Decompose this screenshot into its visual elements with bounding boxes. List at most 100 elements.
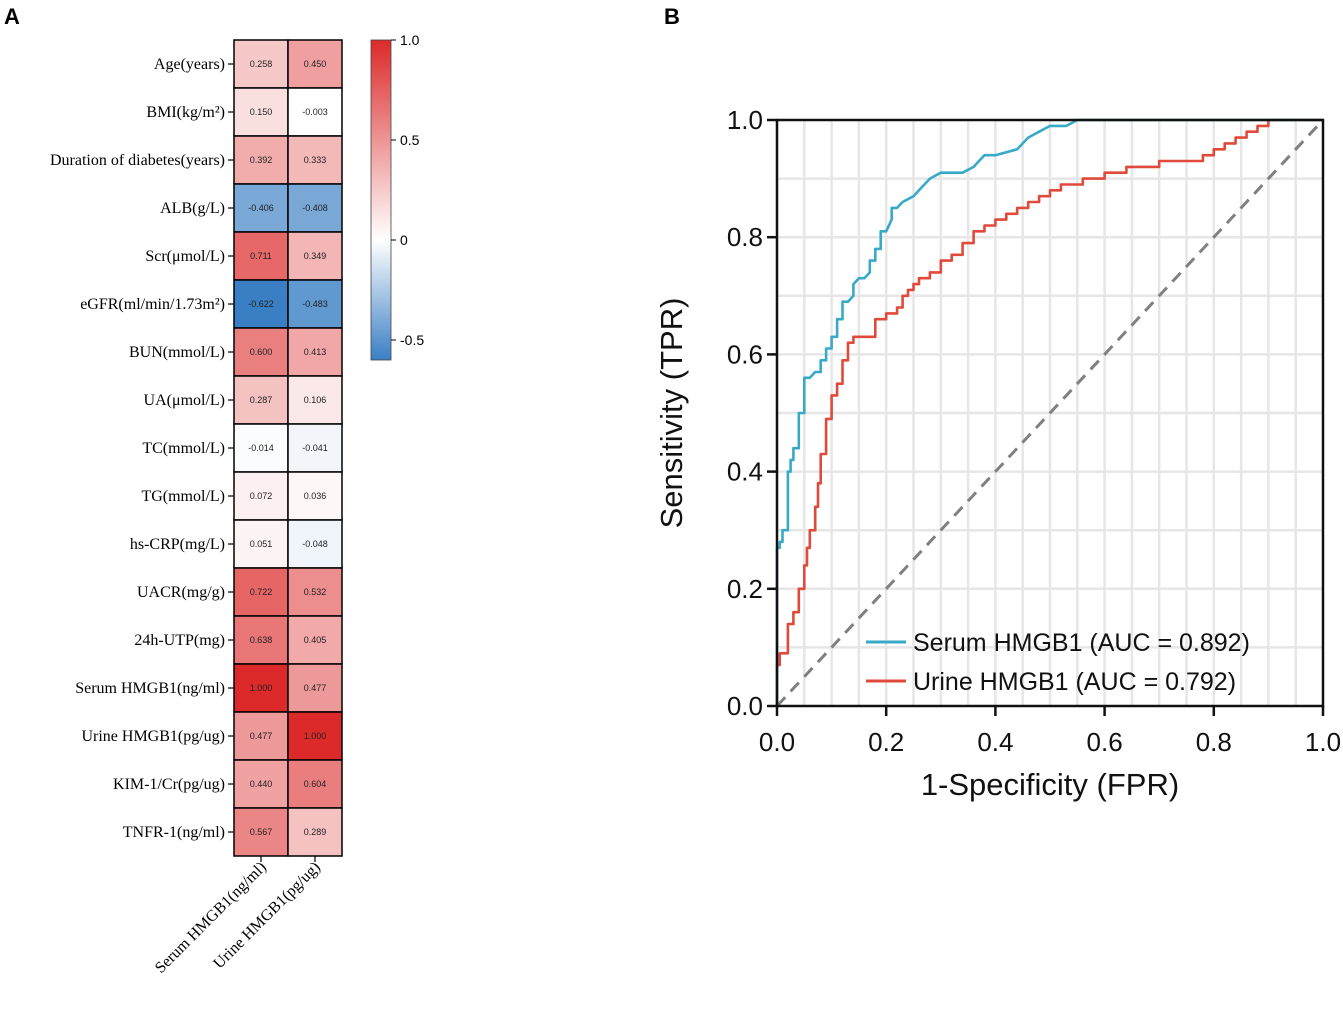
heatmap-cell-label: 0.392 [250, 155, 273, 165]
heatmap-cell-label: 0.413 [304, 347, 327, 357]
heatmap-cell-label: 0.287 [250, 395, 273, 405]
heatmap-cell-label: 0.051 [250, 539, 273, 549]
heatmap-cell-label: 0.440 [250, 779, 273, 789]
heatmap-cell-label: -0.483 [302, 299, 328, 309]
heatmap-cell [287, 711, 343, 761]
heatmap-cell-label: 0.711 [250, 251, 272, 261]
colorbar-tick-label: 0.5 [400, 132, 420, 148]
x-tick-label: 0.8 [1196, 727, 1232, 757]
heatmap-cell-label: -0.622 [248, 299, 274, 309]
heatmap-row-label: hs-CRP(mg/L) [130, 536, 225, 553]
roc-chart: 0.0 0.2 0.4 0.6 0.8 1.0 0.0 0.2 0.4 0.6 0.8 1.0 1-S… [654, 105, 1341, 802]
heatmap-cell [287, 375, 343, 425]
heatmap-cell-label: 0.477 [250, 731, 273, 741]
heatmap-cell-label: -0.406 [248, 203, 274, 213]
y-tick-label: 0.4 [727, 457, 763, 487]
colorbar-tick-label: 0 [400, 232, 408, 248]
heatmap-row-label: Duration of diabetes(years) [50, 152, 225, 169]
heatmap-row-label: Urine HMGB1(pg/ug) [81, 728, 225, 745]
heatmap-cells: 0.258 0.450 0.150 -0.003 0.392 0.333 -0.406 -0.… [233, 39, 343, 857]
heatmap-cell-label: 0.106 [304, 395, 327, 405]
heatmap-row-labels: Age(years) BMI(kg/m²) Duration of diabetes… [50, 56, 234, 841]
roc-tick-labels: 0.0 0.2 0.4 0.6 0.8 1.0 0.0 0.2 0.4 0.6 0.8 1.0 [727, 105, 1341, 757]
heatmap-cell [233, 471, 289, 521]
heatmap-row-label: ALB(g/L) [160, 200, 225, 217]
y-tick-label: 0.0 [727, 691, 763, 721]
heatmap-cell [287, 327, 343, 377]
heatmap-row-label: TG(mmol/L) [141, 488, 225, 505]
colorbar-ticks: 1.0 0.5 0 -0.5 [391, 32, 424, 348]
heatmap-cell-label: 0.477 [304, 683, 327, 693]
legend-label-serum: Serum HMGB1 (AUC = 0.892) [913, 629, 1250, 657]
heatmap-cell-label: 0.072 [250, 491, 273, 501]
heatmap-cell-label: 0.532 [304, 587, 327, 597]
colorbar-gradient [370, 39, 392, 361]
heatmap-cell-label: 0.036 [304, 491, 327, 501]
heatmap-cell-label: -0.041 [302, 443, 328, 453]
roc-curve-serum [775, 118, 1323, 706]
heatmap-cell [287, 279, 343, 329]
y-tick-label: 0.8 [727, 222, 763, 252]
heatmap-cell-label: 0.604 [304, 779, 327, 789]
heatmap-cell-label: 0.333 [304, 155, 327, 165]
heatmap-cell-label: -0.048 [302, 539, 328, 549]
heatmap-cell-label: 0.567 [250, 827, 273, 837]
y-tick-label: 0.2 [727, 574, 763, 604]
heatmap-column-label: Urine HMGB1(pg/ug) [210, 859, 324, 973]
heatmap-cell-label: 0.150 [250, 107, 273, 117]
heatmap-cell-label: 1.000 [304, 731, 327, 741]
roc-plot-frame [775, 118, 1325, 708]
roc-reference-diagonal [775, 118, 1325, 708]
heatmap-row-label: UACR(mg/g) [137, 584, 225, 601]
heatmap-colorbar: 1.0 0.5 0 -0.5 [370, 32, 424, 361]
heatmap-cell-label: 0.722 [250, 587, 273, 597]
panel-b-label: B [664, 4, 680, 29]
heatmap-cell [287, 423, 343, 473]
heatmap-cell [287, 135, 343, 185]
x-tick-label: 0.6 [1087, 727, 1123, 757]
x-tick-label: 0.2 [868, 727, 904, 757]
heatmap-cell-label: -0.014 [248, 443, 274, 453]
heatmap-cell-label: -0.408 [302, 203, 328, 213]
heatmap-cell-label: 1.000 [250, 683, 273, 693]
heatmap-cell [287, 87, 343, 137]
roc-axes [775, 118, 1325, 708]
roc-series [775, 118, 1325, 708]
y-tick-label: 0.6 [727, 339, 763, 369]
heatmap-row-label: Scr(μmol/L) [145, 248, 225, 265]
colorbar-tick-label: -0.5 [400, 332, 424, 348]
heatmap-cell [287, 519, 343, 569]
heatmap-cell [287, 183, 343, 233]
heatmap-row-label: BUN(mmol/L) [129, 344, 225, 361]
roc-curve-urine [775, 118, 1323, 706]
roc-legend: Serum HMGB1 (AUC = 0.892) Urine HMGB1 (A… [866, 629, 1250, 696]
legend-label-urine: Urine HMGB1 (AUC = 0.792) [913, 668, 1236, 696]
heatmap-cell-label: 0.405 [304, 635, 327, 645]
heatmap-row-label: TNFR-1(ng/ml) [123, 824, 225, 841]
heatmap-row-label: Serum HMGB1(ng/ml) [75, 680, 225, 697]
heatmap-row-label: TC(mmol/L) [142, 440, 225, 457]
heatmap-cell-label: 0.349 [304, 251, 327, 261]
heatmap-cell [233, 567, 289, 617]
x-tick-label: 0.0 [759, 727, 795, 757]
heatmap-cell [287, 615, 343, 665]
heatmap-cell [287, 39, 343, 89]
heatmap-column-labels: Serum HMGB1(ng/ml)Urine HMGB1(pg/ug) [152, 856, 324, 977]
x-tick-label: 1.0 [1305, 727, 1341, 757]
roc-y-axis-label: Sensitivity (TPR) [654, 298, 689, 529]
heatmap-row-label: BMI(kg/m²) [146, 104, 225, 121]
heatmap-cell [233, 759, 289, 809]
correlation-heatmap: 0.258 0.450 0.150 -0.003 0.392 0.333 -0.406 -0.… [50, 39, 343, 977]
heatmap-cell [287, 471, 343, 521]
heatmap-cell-label: 0.258 [250, 59, 273, 69]
heatmap-cell-label: 0.289 [304, 827, 327, 837]
heatmap-cell-label: -0.003 [302, 107, 328, 117]
heatmap-cell-label: 0.600 [250, 347, 273, 357]
y-tick-label: 1.0 [727, 105, 763, 135]
x-tick-label: 0.4 [977, 727, 1013, 757]
heatmap-row-label: KIM-1/Cr(pg/ug) [113, 776, 225, 793]
panel-a-label: A [4, 4, 20, 29]
heatmap-cell-label: 0.638 [250, 635, 273, 645]
heatmap-row-label: Age(years) [154, 56, 225, 73]
